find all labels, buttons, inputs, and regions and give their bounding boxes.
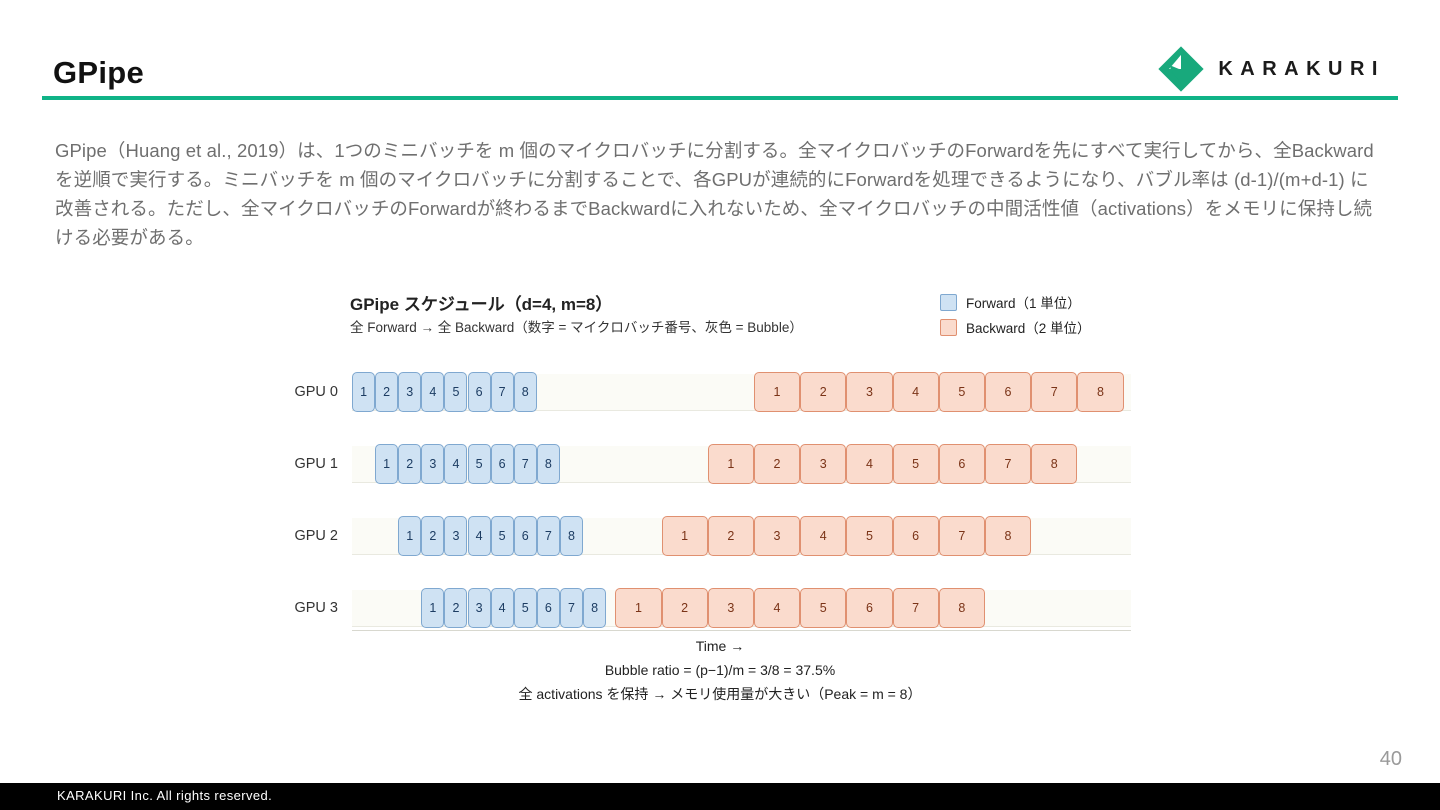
backward-block: 3	[707, 588, 754, 628]
page-title: GPipe	[53, 55, 145, 90]
forward-block: 1	[352, 372, 376, 412]
backward-block: 6	[892, 516, 939, 556]
forward-block: 3	[398, 372, 422, 412]
legend-item-forward: Forward（1 単位）	[940, 292, 1091, 312]
forward-block: 3	[444, 516, 468, 556]
backward-block: 2	[661, 588, 708, 628]
forward-block: 2	[398, 444, 422, 484]
forward-block: 3	[467, 588, 491, 628]
forward-block: 8	[583, 588, 607, 628]
backward-block: 5	[938, 372, 985, 412]
legend-swatch-forward	[940, 293, 957, 311]
forward-block: 3	[421, 444, 445, 484]
backward-block: 7	[1031, 372, 1078, 412]
legend-label-forward: Forward（1 単位）	[966, 296, 1081, 311]
backward-block: 7	[892, 588, 939, 628]
body-paragraph: GPipe（Huang et al., 2019）は、1つのミニバッチを m 個…	[55, 140, 1374, 248]
backward-block: 5	[800, 588, 847, 628]
footer-bar: KARAKURI Inc. All rights reserved.	[0, 783, 1440, 810]
forward-block: 5	[467, 444, 491, 484]
forward-block: 4	[421, 372, 445, 412]
backward-block: 8	[984, 516, 1032, 556]
gpu-row-label: GPU 1	[294, 456, 338, 472]
backward-block: 3	[846, 372, 893, 412]
footer-copyright: KARAKURI Inc. All rights reserved.	[57, 788, 273, 803]
chart-legend: Forward（1 単位） Backward（2 単位）	[940, 292, 1091, 342]
forward-block: 2	[375, 372, 399, 412]
forward-block: 2	[444, 588, 468, 628]
backward-block: 7	[984, 444, 1032, 484]
forward-block: 5	[513, 588, 537, 628]
backward-block: 3	[800, 444, 847, 484]
backward-block: 8	[938, 588, 985, 628]
memory-usage-note: 全 activations を保持 → メモリ使用量が大きい（Peak = m …	[518, 686, 922, 702]
page-number: 40	[1379, 748, 1402, 770]
backward-block: 2	[707, 516, 754, 556]
legend-swatch-backward	[940, 318, 957, 336]
gpu-row-label: GPU 0	[294, 384, 338, 400]
forward-block: 7	[513, 444, 537, 484]
forward-block: 4	[490, 588, 514, 628]
backward-block: 4	[892, 372, 939, 412]
forward-block: 8	[513, 372, 537, 412]
karakuri-diamond-icon	[1158, 46, 1204, 92]
backward-block: 5	[892, 444, 939, 484]
title-underline-rule	[42, 96, 1398, 100]
backward-block: 8	[1077, 372, 1124, 412]
backward-block: 7	[938, 516, 985, 556]
forward-block: 5	[444, 372, 468, 412]
backward-block: 3	[753, 516, 801, 556]
karakuri-logo: KARAKURI	[1158, 46, 1385, 92]
gpipe-schedule-figure: GPipe スケジュール（d=4, m=8） 全 Forward → 全 Bac…	[0, 278, 1440, 738]
forward-block: 6	[536, 588, 560, 628]
forward-block: 8	[536, 444, 560, 484]
forward-block: 7	[490, 372, 514, 412]
forward-block: 4	[444, 444, 468, 484]
forward-block: 6	[467, 372, 491, 412]
forward-block: 6	[490, 444, 514, 484]
forward-block: 1	[398, 516, 422, 556]
backward-block: 5	[846, 516, 893, 556]
bubble-ratio-note: Bubble ratio = (p−1)/m = 3/8 = 37.5%	[604, 662, 836, 678]
forward-block: 5	[490, 516, 514, 556]
backward-block: 4	[846, 444, 893, 484]
forward-block: 1	[421, 588, 445, 628]
backward-block: 1	[753, 372, 801, 412]
backward-block: 1	[707, 444, 754, 484]
forward-block: 8	[559, 516, 583, 556]
backward-block: 4	[800, 516, 847, 556]
backward-block: 4	[753, 588, 801, 628]
gpu-row-label: GPU 2	[294, 528, 338, 544]
chart-subtitle: 全 Forward → 全 Backward（数字 = マイクロバッチ番号、灰色…	[350, 320, 803, 335]
time-axis-label: Time →	[695, 638, 745, 654]
forward-block: 1	[375, 444, 399, 484]
legend-label-backward: Backward（2 単位）	[966, 321, 1091, 336]
forward-block: 4	[467, 516, 491, 556]
backward-block: 6	[938, 444, 985, 484]
backward-block: 6	[984, 372, 1032, 412]
gpu-row-label: GPU 3	[294, 600, 338, 616]
backward-block: 6	[846, 588, 893, 628]
backward-block: 1	[661, 516, 708, 556]
chart-title: GPipe スケジュール（d=4, m=8）	[350, 295, 613, 314]
karakuri-wordmark: KARAKURI	[1218, 57, 1385, 80]
forward-block: 2	[421, 516, 445, 556]
time-axis-line	[352, 630, 1131, 631]
legend-item-backward: Backward（2 単位）	[940, 317, 1091, 337]
backward-block: 2	[753, 444, 801, 484]
backward-block: 1	[615, 588, 662, 628]
forward-block: 7	[536, 516, 560, 556]
backward-block: 8	[1031, 444, 1078, 484]
backward-block: 2	[800, 372, 847, 412]
forward-block: 6	[513, 516, 537, 556]
forward-block: 7	[559, 588, 583, 628]
